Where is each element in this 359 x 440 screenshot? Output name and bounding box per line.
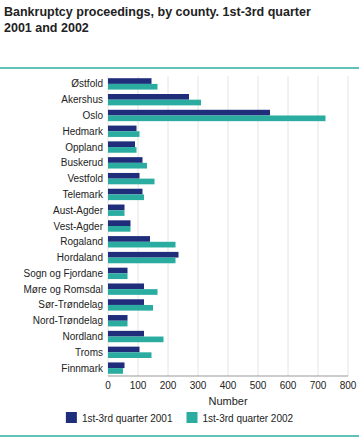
bar [108, 236, 150, 242]
grid [108, 76, 348, 376]
bar [108, 252, 179, 258]
bar [108, 331, 144, 337]
legend-swatch [66, 412, 77, 423]
x-tick-label: 100 [130, 380, 147, 391]
bar [108, 210, 125, 216]
bars [108, 78, 326, 374]
title-line: Bankruptcy proceedings, by county. 1st-3… [4, 5, 311, 19]
y-tick-labels: Østfold Akershus Oslo Hedmark Oppland Buskeru… [23, 78, 104, 373]
x-tick-label: 400 [220, 380, 237, 391]
x-ticks: 0 100 200 300 400 500 600 700 800 [105, 380, 357, 391]
x-tick-label: 500 [250, 380, 267, 391]
bar [108, 220, 131, 226]
x-tick-label: 700 [310, 380, 327, 391]
bar [108, 179, 155, 185]
y-tick-label: Rogaland [60, 236, 103, 247]
legend-label: 1st-3rd quarter 2002 [203, 413, 294, 424]
bar [108, 283, 144, 289]
y-tick-label: Oppland [65, 142, 103, 153]
bar [108, 299, 144, 305]
bar [108, 173, 140, 179]
bar [108, 321, 128, 327]
bar [108, 78, 152, 84]
bar [108, 362, 125, 368]
bar [108, 268, 128, 274]
bottom-rule [0, 435, 359, 437]
y-tick-label: Sogn og Fjordane [23, 268, 103, 279]
bar [108, 147, 137, 153]
y-tick-label: Buskerud [61, 157, 103, 168]
bar [108, 131, 140, 137]
bar [108, 194, 144, 200]
y-tick-label: Akershus [61, 94, 103, 105]
legend: 1st-3rd quarter 2001 1st-3rd quarter 2002 [66, 412, 294, 424]
y-tick-label: Nord-Trøndelag [33, 315, 103, 326]
legend-label: 1st-3rd quarter 2001 [82, 413, 173, 424]
bar [108, 347, 140, 353]
chart: Bankruptcy proceedings, by county. 1st-3… [0, 0, 359, 440]
y-tick-label: Finnmark [61, 363, 104, 374]
y-tick-label: Hedmark [62, 126, 104, 137]
bar [108, 189, 143, 195]
bar [108, 337, 164, 343]
bar [108, 94, 189, 100]
x-tick-label: 600 [280, 380, 297, 391]
bar [108, 368, 123, 374]
legend-swatch [187, 412, 198, 423]
bar [108, 315, 128, 321]
y-tick-label: Vestfold [67, 173, 103, 184]
x-axis-label: Number [208, 395, 247, 407]
y-tick-label: Telemark [62, 189, 104, 200]
grid-line [348, 76, 349, 376]
bar [108, 157, 143, 163]
bar [108, 289, 158, 295]
x-tick-label: 800 [340, 380, 357, 391]
bar [108, 141, 135, 147]
bar [108, 226, 131, 232]
x-axis-line [108, 376, 348, 377]
y-tick-label: Vest-Agder [54, 221, 104, 232]
y-tick-label: Troms [75, 347, 103, 358]
y-tick-label: Oslo [82, 110, 103, 121]
y-tick-label: Sør-Trøndelag [38, 299, 103, 310]
bar [108, 115, 326, 121]
x-tick-label: 0 [105, 380, 111, 391]
x-tick-label: 200 [160, 380, 177, 391]
bar [108, 163, 147, 169]
y-tick-label: Østfold [71, 78, 103, 89]
x-tick-label: 300 [190, 380, 207, 391]
y-tick-label: Møre og Romsdal [24, 284, 103, 295]
title-line: 2001 and 2002 [4, 21, 89, 35]
bar [108, 126, 137, 132]
bar [108, 205, 125, 211]
y-tick-label: Aust-Agder [53, 205, 104, 216]
top-rule [0, 67, 359, 69]
bar [108, 84, 158, 90]
y-tick-label: Hordaland [57, 252, 103, 263]
bar [108, 242, 176, 248]
bar [108, 110, 270, 116]
bar [108, 273, 128, 279]
bar [108, 100, 201, 106]
bar [108, 305, 153, 311]
y-tick-label: Nordland [62, 331, 103, 342]
bar [108, 352, 152, 358]
title: Bankruptcy proceedings, by county. 1st-3… [4, 5, 311, 35]
bar [108, 258, 176, 264]
